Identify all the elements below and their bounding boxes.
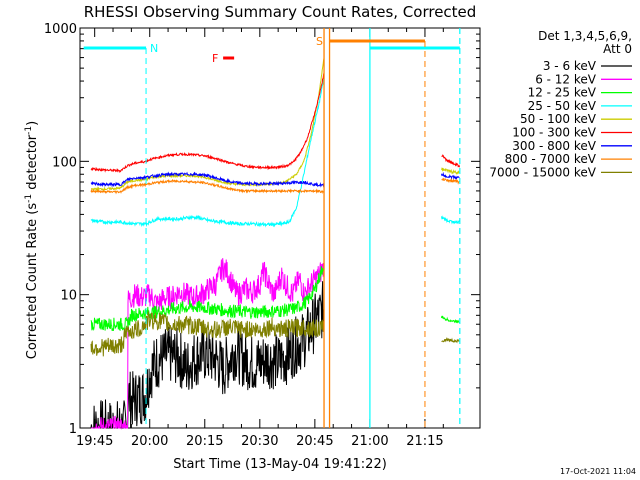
x-tick-label: 20:45	[296, 434, 333, 449]
y-axis-label-sup2: -1	[24, 126, 34, 135]
series-line	[90, 58, 325, 192]
x-tick-label: 21:15	[406, 434, 443, 449]
flag-label: F	[212, 52, 218, 65]
y-axis-label: Corrected Count Rate (s-1 detector-1)	[24, 121, 40, 359]
series-line	[90, 78, 325, 228]
series-late-segment	[441, 337, 460, 344]
y-axis-label-main: Corrected Count Rate (s	[25, 203, 40, 360]
series-line	[90, 171, 325, 188]
y-tick-label: 10	[60, 289, 77, 304]
x-tick-label: 20:30	[241, 434, 278, 449]
series-line	[90, 72, 325, 174]
plot-frame	[79, 27, 481, 429]
x-tick-label: 19:45	[76, 434, 113, 449]
legend-item-label: 300 - 800 keV	[512, 139, 596, 153]
y-tick-label: 100	[52, 155, 77, 170]
legend-item-label: 800 - 7000 keV	[505, 152, 597, 166]
footer-timestamp: 17-Oct-2021 11:04	[560, 467, 636, 476]
series-late-segment	[441, 167, 460, 175]
flag-label: S	[316, 35, 323, 48]
series-line	[90, 281, 325, 430]
legend-header-attenuator: Att 0	[603, 42, 632, 56]
flag-label: N	[150, 42, 158, 55]
chart-title: RHESSI Observing Summary Count Rates, Co…	[84, 3, 477, 21]
legend-item-label: 3 - 6 keV	[543, 59, 597, 73]
y-tick-label: 1000	[44, 22, 77, 37]
legend-item-label: 6 - 12 keV	[535, 72, 597, 86]
legend-item-label: 25 - 50 keV	[528, 99, 597, 113]
plot-area: 1 10 100 1000 19:45 20:00 20:15 20:30 20:45 21:00…	[44, 22, 481, 449]
legend-item-label: 12 - 25 keV	[528, 86, 597, 100]
x-axis-label: Start Time (13-May-04 19:41:22)	[173, 457, 387, 472]
series-line	[90, 266, 325, 332]
legend-item-label: 7000 - 15000 keV	[489, 165, 596, 179]
legend-item-label: 50 - 100 keV	[520, 112, 597, 126]
y-axis-label-sup1: -1	[24, 194, 34, 203]
series-late-segment	[441, 154, 460, 168]
x-tick-label: 20:15	[186, 434, 223, 449]
x-tick-label: 20:00	[131, 434, 168, 449]
series-late-segment	[441, 315, 460, 324]
series-line	[91, 258, 325, 430]
series-late-segment	[441, 177, 460, 185]
series-late-segment	[441, 215, 460, 225]
x-tick-label: 21:00	[351, 434, 388, 449]
y-axis-label-end: )	[25, 121, 40, 126]
y-axis-label-mid: detector	[25, 134, 40, 194]
y-tick-label: 1	[69, 422, 77, 437]
series-line	[90, 311, 325, 357]
legend-item-label: 100 - 300 keV	[512, 126, 596, 140]
series-line	[90, 178, 325, 195]
series-late-segment	[441, 171, 460, 181]
legend-header-detectors: Det 1,3,4,5,6,9,	[538, 29, 632, 43]
